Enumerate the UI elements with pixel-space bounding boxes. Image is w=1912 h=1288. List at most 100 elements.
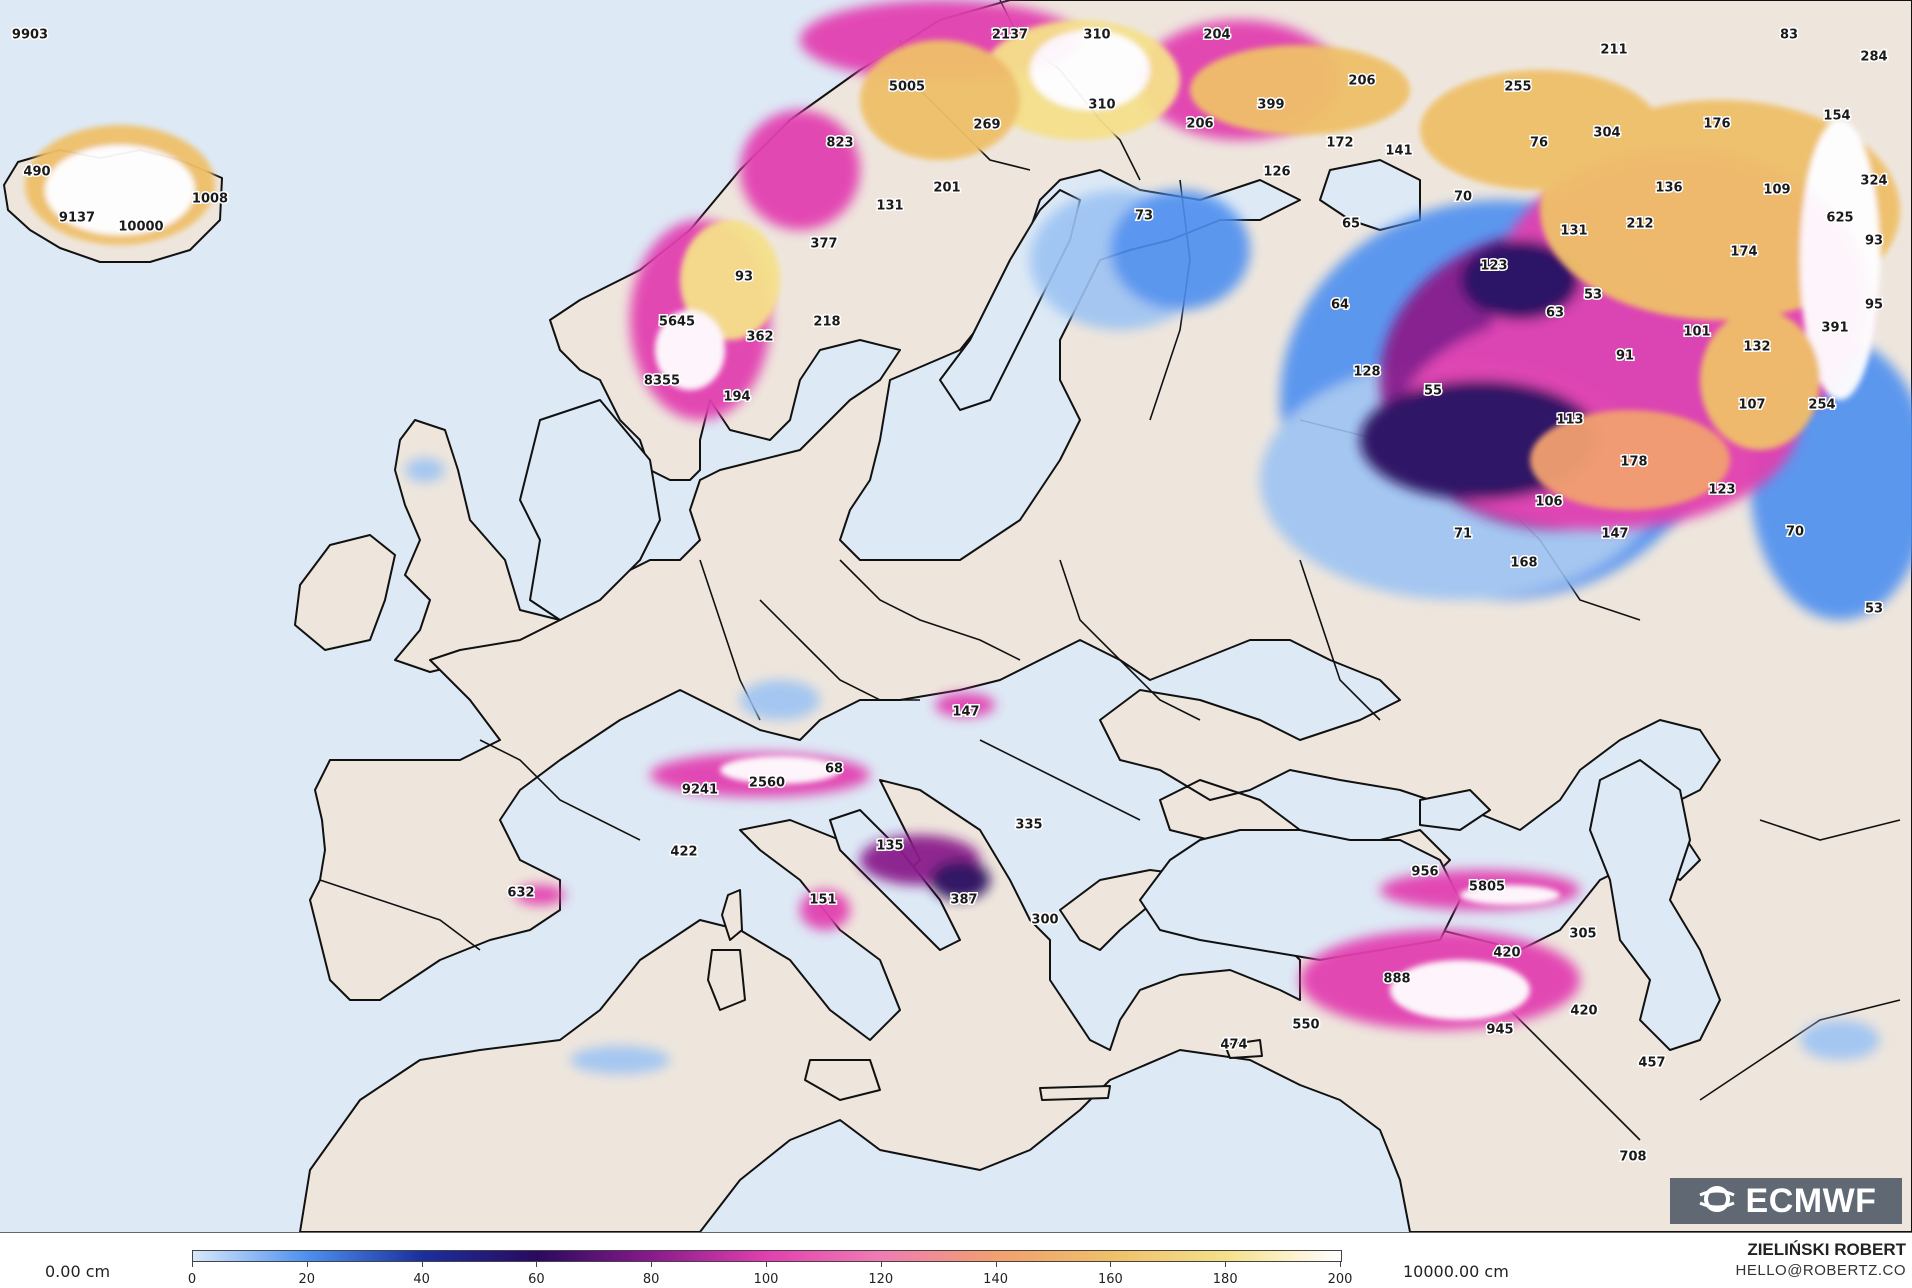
- label-154: 154: [1823, 109, 1850, 124]
- label-204: 204: [1203, 28, 1230, 43]
- label-377: 377: [810, 237, 837, 252]
- label-9137: 9137: [59, 211, 95, 226]
- cyprus: [1224, 1039, 1263, 1059]
- ecmwf-swirl-icon: [1696, 1184, 1738, 1218]
- label-310b: 310: [1088, 98, 1115, 113]
- map-canvas: 9903 2137 310 204 211 83 284 5005 269 31…: [0, 0, 1912, 1232]
- color-scale-tick-mark: [1340, 1261, 1341, 1267]
- color-scale-tick-label: 20: [298, 1272, 316, 1287]
- crete: [1039, 1085, 1111, 1101]
- label-53b: 53: [1865, 602, 1883, 617]
- label-956: 956: [1411, 865, 1438, 880]
- label-73: 73: [1135, 209, 1153, 224]
- label-95: 95: [1865, 298, 1883, 313]
- label-109: 109: [1763, 183, 1790, 198]
- label-625: 625: [1826, 211, 1853, 226]
- label-63: 63: [1546, 306, 1564, 321]
- label-113: 113: [1556, 413, 1583, 428]
- color-scale-tick-label: 40: [413, 1272, 430, 1287]
- label-9903: 9903: [12, 28, 48, 43]
- logo-text: ECMWF: [1745, 1181, 1877, 1220]
- label-107: 107: [1738, 398, 1765, 413]
- label-136: 136: [1655, 181, 1682, 196]
- label-55: 55: [1424, 384, 1442, 399]
- label-128: 128: [1353, 365, 1380, 380]
- label-10000: 10000: [118, 220, 163, 235]
- label-123a: 123: [1480, 259, 1507, 274]
- color-scale-tick-mark: [421, 1261, 423, 1267]
- sicily: [804, 1059, 881, 1101]
- label-300: 300: [1031, 913, 1058, 928]
- inland-seas: [519, 159, 1721, 1051]
- label-304: 304: [1593, 126, 1620, 141]
- label-708: 708: [1619, 1150, 1646, 1165]
- color-scale-tick-label: 180: [1212, 1272, 1238, 1287]
- label-324: 324: [1860, 174, 1887, 189]
- label-91: 91: [1616, 349, 1634, 364]
- label-135: 135: [876, 839, 903, 854]
- label-2137: 2137: [992, 28, 1028, 43]
- color-scale-bar: [192, 1250, 1342, 1262]
- label-474: 474: [1220, 1038, 1247, 1053]
- label-945: 945: [1486, 1023, 1513, 1038]
- color-scale-tick-label: 120: [868, 1272, 894, 1287]
- snow-depth-map: 9903 2137 310 204 211 83 284 5005 269 31…: [0, 0, 1912, 1232]
- label-83: 83: [1780, 28, 1798, 43]
- label-174: 174: [1730, 245, 1757, 260]
- sea-of-azov: [1419, 789, 1491, 831]
- color-scale-tick-mark: [880, 1261, 882, 1267]
- label-5645: 5645: [659, 315, 695, 330]
- snow-depth-overlay: [25, 0, 1912, 1074]
- label-212: 212: [1626, 217, 1653, 232]
- label-362: 362: [746, 330, 773, 345]
- color-scale-tick-mark: [995, 1261, 997, 1267]
- label-335: 335: [1015, 818, 1042, 833]
- label-9241: 9241: [682, 783, 718, 798]
- label-310a: 310: [1083, 28, 1110, 43]
- label-420a: 420: [1493, 946, 1520, 961]
- label-68: 68: [825, 762, 843, 777]
- label-255: 255: [1504, 80, 1531, 95]
- label-5805: 5805: [1469, 880, 1505, 895]
- label-70a: 70: [1454, 190, 1472, 205]
- color-scale-tick-label: 80: [642, 1272, 660, 1287]
- label-823: 823: [826, 136, 853, 151]
- label-168: 168: [1510, 556, 1537, 571]
- label-70b: 70: [1786, 525, 1804, 540]
- label-123b: 123: [1708, 483, 1735, 498]
- label-888: 888: [1383, 972, 1410, 987]
- color-scale-tick-mark: [306, 1261, 308, 1267]
- label-550: 550: [1292, 1018, 1319, 1033]
- label-206b: 206: [1186, 117, 1213, 132]
- label-64: 64: [1331, 298, 1349, 313]
- label-632: 632: [507, 886, 534, 901]
- label-490: 490: [23, 165, 50, 180]
- color-scale-tick-mark: [1110, 1261, 1112, 1267]
- label-141: 141: [1385, 144, 1412, 159]
- ireland: [294, 534, 396, 651]
- color-scale-tick-label: 160: [1097, 1272, 1123, 1287]
- label-305: 305: [1569, 927, 1596, 942]
- color-scale-tick-mark: [1225, 1261, 1227, 1267]
- label-71: 71: [1454, 527, 1472, 542]
- label-5005: 5005: [889, 80, 925, 95]
- color-scale-tick-label: 140: [983, 1272, 1009, 1287]
- label-387: 387: [950, 893, 977, 908]
- label-284: 284: [1860, 50, 1887, 65]
- author-email: HELLO@ROBERTZ.CO: [1735, 1262, 1906, 1279]
- label-8355: 8355: [644, 374, 680, 389]
- label-1008: 1008: [192, 192, 228, 207]
- label-131b: 131: [1560, 224, 1587, 239]
- label-457: 457: [1638, 1056, 1665, 1071]
- color-scale-tick-mark: [651, 1261, 653, 1267]
- label-2560: 2560: [749, 776, 785, 791]
- author-name: ZIELIŃSKI ROBERT: [1747, 1240, 1906, 1259]
- snow-depth-labels: 9903 2137 310 204 211 83 284 5005 269 31…: [10, 26, 1889, 1166]
- color-scale-tick-label: 200: [1327, 1272, 1353, 1287]
- label-76: 76: [1530, 136, 1548, 151]
- legend-max-label: 10000.00 cm: [1403, 1262, 1509, 1281]
- label-201: 201: [933, 181, 960, 196]
- label-147b: 147: [952, 705, 979, 720]
- label-211: 211: [1600, 43, 1627, 58]
- label-218: 218: [813, 315, 840, 330]
